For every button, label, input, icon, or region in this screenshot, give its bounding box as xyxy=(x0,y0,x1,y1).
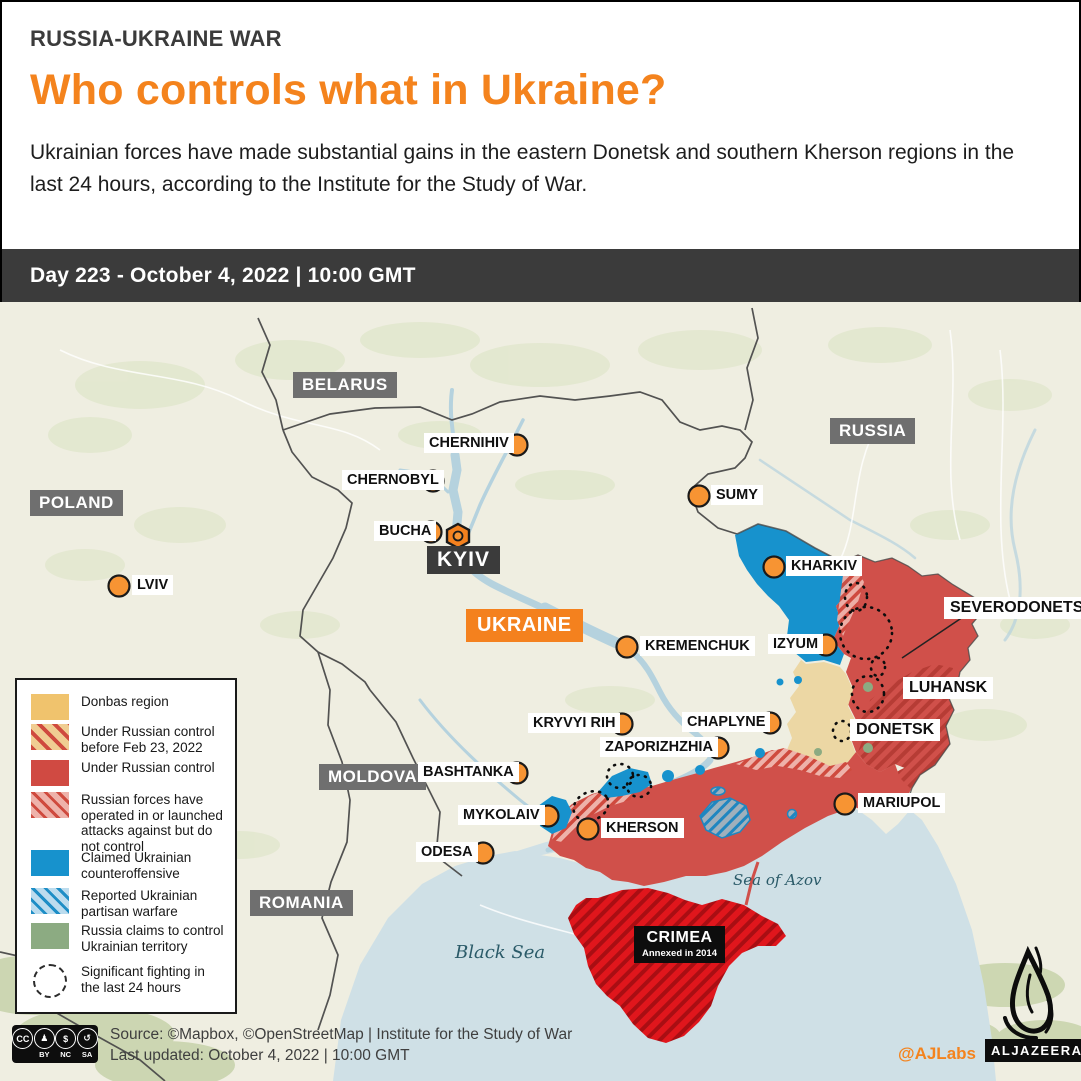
aljazeera-logo-icon xyxy=(1003,945,1054,1040)
city-label-kremenchuk: KREMENCHUK xyxy=(640,636,755,656)
marker-sumy xyxy=(687,484,711,508)
header-block: RUSSIA-UKRAINE WAR Who controls what in … xyxy=(0,0,1081,302)
crimea-label: CRIMEA xyxy=(646,929,713,946)
city-label-mariupol: MARIUPOL xyxy=(858,793,946,813)
sea-label-black-sea: Black Sea xyxy=(455,942,546,963)
country-label-russia: RUSSIA xyxy=(830,418,916,444)
country-label-ukraine: UKRAINE xyxy=(466,609,583,642)
legend-swatch-claims xyxy=(31,923,69,949)
date-bar: Day 223 - October 4, 2022 | 10:00 GMT xyxy=(2,249,1079,302)
updated-line: Last updated: October 4, 2022 | 10:00 GM… xyxy=(110,1047,410,1064)
country-label-moldova: MOLDOVA xyxy=(319,764,427,790)
region-label-severodonetsk: SEVERODONETSK xyxy=(944,597,1081,619)
city-label-kherson: KHERSON xyxy=(601,818,684,838)
marker-kyiv xyxy=(445,522,471,550)
region-label-donetsk: DONETSK xyxy=(850,719,941,741)
marker-mariupol xyxy=(833,792,857,816)
country-label-belarus: BELARUS xyxy=(293,372,397,398)
city-label-chaplyne: CHAPLYNE xyxy=(682,712,771,732)
region-crimea xyxy=(568,888,786,1043)
arabat-spit xyxy=(744,861,760,906)
crimea-sublabel: Annexed in 2014 xyxy=(642,948,717,959)
legend-swatch-prefeb xyxy=(31,724,69,750)
legend-swatch-control xyxy=(31,760,69,786)
legend-swatch-counteroffensive xyxy=(31,850,69,876)
legend-swatch-ops xyxy=(31,792,69,818)
legend-swatch-fighting-circle xyxy=(33,964,67,998)
cc-by-icon: ♟ BY xyxy=(33,1028,55,1059)
cc-sa-icon: ↺ SA xyxy=(76,1028,98,1059)
borders xyxy=(0,307,759,1081)
capital-label-kyiv: KYIV xyxy=(427,546,501,574)
legend: Donbas region Under Russian control befo… xyxy=(15,678,237,1014)
border-east xyxy=(736,523,983,801)
legend-swatch-donbas xyxy=(31,694,69,720)
city-label-chernobyl: CHERNOBYL xyxy=(342,470,444,490)
terrain-texture xyxy=(45,322,1070,923)
description: Ukrainian forces have made substantial g… xyxy=(30,141,1015,196)
region-russia-claims xyxy=(814,682,873,756)
region-partisan xyxy=(699,786,798,839)
marker-kherson xyxy=(576,817,600,841)
city-label-kharkiv: KHARKIV xyxy=(786,556,863,576)
city-label-mykolaiv: MYKOLAIV xyxy=(458,805,545,825)
severodonetsk-leader-line xyxy=(901,616,964,659)
sea-label-sea-of-azov: Sea of Azov xyxy=(733,871,822,889)
city-label-bucha: BUCHA xyxy=(374,521,437,541)
crimea-label-box: CRIMEA Annexed in 2014 xyxy=(634,926,725,963)
page-title: Who controls what in Ukraine? xyxy=(30,66,667,114)
cc-nc-icon: $ NC xyxy=(55,1028,77,1059)
country-label-poland: POLAND xyxy=(30,490,123,516)
region-ops-south-front xyxy=(736,748,852,778)
region-label-luhansk: LUHANSK xyxy=(903,677,994,699)
kicker: RUSSIA-UKRAINE WAR xyxy=(30,26,282,51)
city-label-zaporizhzhia: ZAPORIZHZHIA xyxy=(600,737,718,757)
date-text: Day 223 - October 4, 2022 | 10:00 GMT xyxy=(30,263,416,287)
city-label-odesa: ODESA xyxy=(416,842,478,862)
marker-lviv xyxy=(107,574,131,598)
city-label-lviv: LVIV xyxy=(132,575,174,595)
marker-kremenchuk xyxy=(615,635,639,659)
legend-swatch-partisan xyxy=(31,888,69,914)
region-ops-kharkiv-east xyxy=(837,568,864,636)
source-line: Source: ©Mapbox, ©OpenStreetMap | Instit… xyxy=(110,1026,573,1043)
aljazeera-wordmark: ALJAZEERA xyxy=(985,1039,1081,1062)
ajlabs-credit: @AJLabs xyxy=(898,1044,976,1063)
city-label-sumy: SUMY xyxy=(711,485,763,505)
country-label-romania: ROMANIA xyxy=(250,890,353,916)
source-attribution: Source: ©Mapbox, ©OpenStreetMap | Instit… xyxy=(110,1024,572,1066)
marker-kharkiv xyxy=(762,555,786,579)
header: RUSSIA-UKRAINE WAR Who controls what in … xyxy=(2,2,1079,249)
region-ops-kherson xyxy=(552,788,636,842)
creative-commons-badge: CC ♟ BY $ NC ↺ SA xyxy=(12,1025,98,1063)
fighting-circles xyxy=(572,581,894,823)
city-label-izyum: IZYUM xyxy=(768,634,824,654)
cc-icon: CC xyxy=(12,1028,34,1049)
city-label-bashtanka: BASHTANKA xyxy=(418,762,519,782)
region-donbas xyxy=(786,654,856,770)
city-label-chernihiv: CHERNIHIV xyxy=(424,433,514,453)
city-label-kryvyi-rih: KRYVYI RIH xyxy=(528,713,621,733)
